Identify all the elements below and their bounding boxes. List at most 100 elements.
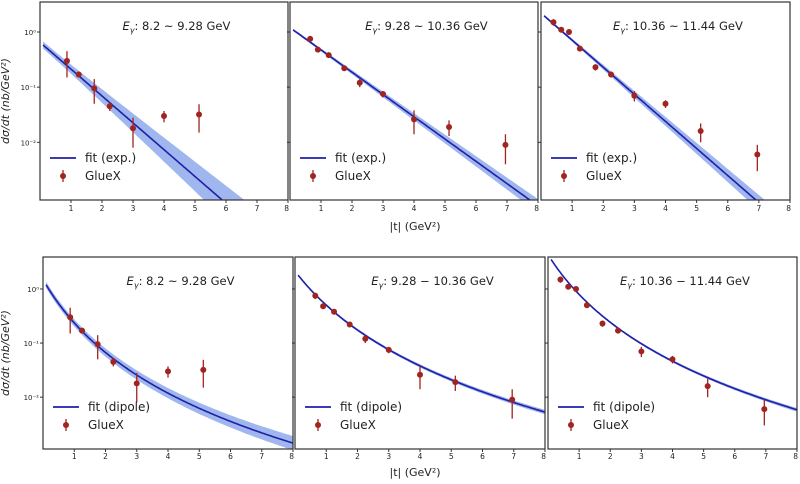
data-point: [583, 302, 590, 309]
x-tick-label: 8: [284, 204, 289, 213]
legend-fit-label: fit (dipole): [88, 400, 150, 414]
x-tick-label: 7: [763, 452, 768, 461]
data-point: [631, 92, 638, 99]
data-point: [320, 303, 327, 310]
title-range: : 8.2 ~ 9.28 GeV: [134, 19, 230, 33]
data-point: [341, 65, 348, 72]
data-point: [130, 125, 136, 132]
panel-exp-3: 1 2 3 4 5 6 7 8 Eγ: 10.36 ~ 11.44 GeV fit (exp.) G…: [538, 1, 791, 213]
data-point: [380, 91, 386, 98]
chart-row-exp: dσ/dt (nb/GeV²) |t| (GeV²) 1 2 3 4 5 6 7 8 10⁰ 10⁻¹…: [0, 1, 791, 233]
x-tick-label: 6: [725, 204, 730, 213]
x-tick-label: 1: [72, 452, 77, 461]
panel-title: Eγ: 8.2 ~ 9.28 GeV: [122, 19, 230, 35]
data-point: [314, 46, 321, 53]
legend-fit-label: fit (exp.): [85, 151, 136, 165]
panel-title: Eγ: 10.36 ~ 11.44 GeV: [613, 19, 743, 35]
y-axis-label: dσ/dt (nb/GeV²): [0, 310, 12, 396]
data-point: [346, 321, 353, 328]
x-tick-label: 6: [480, 452, 485, 461]
panel-dipole-1: 1 2 3 4 5 6 7 8 10⁰ 10⁻¹ 10⁻² Eγ: 8.2 ~ 9.28 GeV fit…: [24, 256, 294, 461]
data-point: [94, 341, 101, 348]
panel-title: Eγ: 9.28 ~ 10.36 GeV: [365, 19, 488, 35]
data-point: [106, 103, 113, 110]
x-tick-label: 5: [443, 204, 448, 213]
title-symbol: E: [127, 274, 135, 288]
title-subscript: γ: [379, 281, 385, 290]
panel-exp-1: 1 2 3 4 5 6 7 8 10⁰ 10⁻¹ 10⁻² Eγ: 8.2 ~ 9.28 GeV fit…: [21, 1, 289, 213]
x-tick-label: 3: [639, 452, 644, 461]
legend-data-label: GlueX: [340, 418, 376, 432]
fit-uncertainty-band: [293, 28, 538, 200]
data-point: [550, 19, 557, 26]
x-tick-label: 2: [103, 452, 108, 461]
title-symbol: E: [365, 19, 373, 33]
data-point: [446, 123, 453, 130]
x-tick-label: 4: [670, 452, 675, 461]
data-point: [79, 327, 86, 334]
y-tick-label: 10⁰: [24, 29, 36, 37]
legend-data-label: GlueX: [335, 169, 371, 183]
legend-fit-label: fit (exp.): [335, 151, 386, 165]
title-subscript: γ: [130, 26, 136, 35]
data-point: [63, 57, 70, 64]
x-tick-label: 4: [162, 204, 167, 213]
title-symbol: E: [371, 274, 379, 288]
x-tick-label: 7: [259, 452, 264, 461]
data-point: [362, 335, 369, 342]
x-tick-label: 1: [69, 204, 74, 213]
data-point: [161, 113, 167, 120]
title-range: : 10.36 − 11.44 GeV: [632, 274, 750, 288]
x-tick-label: 8: [793, 452, 798, 461]
plot-area: [45, 281, 293, 449]
data-point: [67, 314, 74, 321]
legend-data-label: GlueX: [586, 169, 622, 183]
data-point: [573, 285, 580, 292]
plot-area: [42, 41, 245, 200]
panel-exp-2: 1 2 3 4 5 6 7 8 Eγ: 9.28 ~ 10.36 GeV fit (exp.) Gl…: [287, 1, 539, 213]
legend-data-swatch: [60, 173, 66, 179]
title-range: : 9.28 ~ 10.36 GeV: [377, 19, 488, 33]
data-point: [704, 383, 711, 390]
data-point: [417, 371, 423, 378]
plot-area: [292, 28, 538, 200]
legend-data-label: GlueX: [593, 418, 629, 432]
legend-data-swatch: [561, 173, 567, 179]
fit-line: [42, 44, 224, 200]
x-tick-label: 3: [381, 204, 386, 213]
data-point: [697, 128, 704, 135]
x-tick-label: 4: [663, 204, 668, 213]
fit-line: [543, 15, 758, 200]
legend-data-swatch: [310, 173, 316, 179]
data-point: [75, 71, 82, 78]
x-tick-label: 2: [350, 204, 355, 213]
fit-uncertainty-band: [46, 281, 293, 449]
data-point: [557, 276, 564, 283]
data-point: [662, 100, 669, 107]
x-tick-label: 8: [534, 204, 539, 213]
legend-data-swatch: [63, 422, 69, 428]
x-tick-label: 1: [570, 204, 575, 213]
data-point: [312, 292, 319, 299]
x-tick-label: 5: [197, 452, 202, 461]
x-tick-label: 4: [418, 452, 423, 461]
x-tick-label: 3: [632, 204, 637, 213]
title-symbol: E: [613, 19, 621, 33]
y-tick-label: 10⁻²: [21, 139, 37, 147]
x-tick-label: 2: [608, 452, 613, 461]
data-point: [165, 368, 171, 375]
x-tick-label: 2: [100, 204, 105, 213]
x-tick-label: 7: [255, 204, 260, 213]
x-tick-label: 5: [449, 452, 454, 461]
data-point: [196, 111, 203, 118]
plot-area: [297, 274, 545, 419]
plot-area: [543, 14, 765, 200]
y-tick-label: 10⁻²: [24, 394, 40, 402]
x-tick-label: 7: [511, 452, 516, 461]
x-tick-label: 6: [474, 204, 479, 213]
data-point: [576, 45, 583, 52]
x-tick-label: 2: [601, 204, 606, 213]
x-tick-label: 8: [786, 204, 791, 213]
data-point: [565, 283, 572, 290]
